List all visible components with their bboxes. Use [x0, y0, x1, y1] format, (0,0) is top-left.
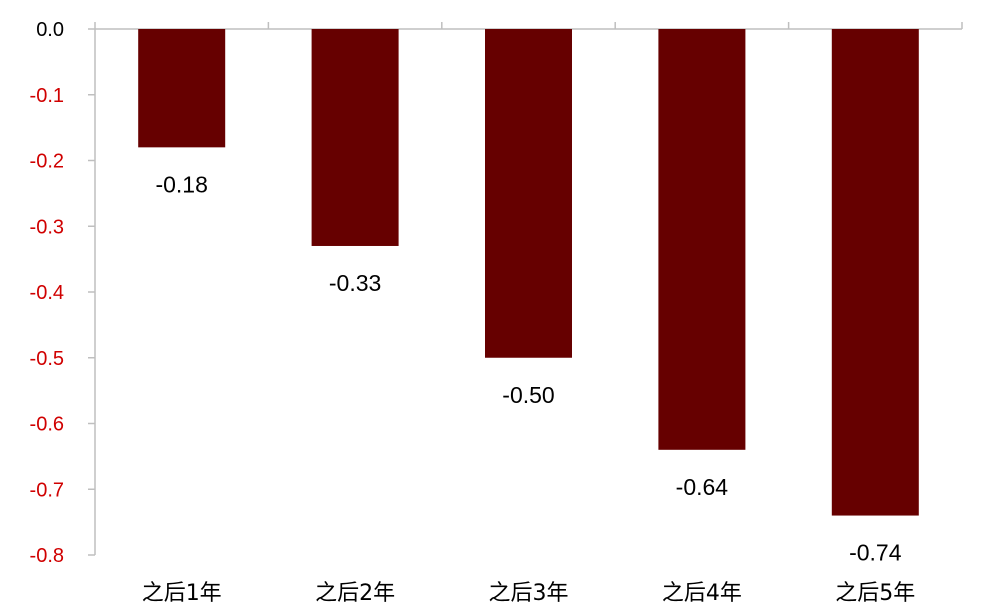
y-tick-label: -0.8: [30, 545, 64, 567]
bar: [831, 29, 919, 516]
x-category-label: 之后4年: [662, 581, 742, 606]
y-tick-label: -0.6: [30, 414, 64, 436]
y-tick-label: -0.2: [30, 151, 64, 173]
bar: [485, 29, 572, 358]
bar: [138, 29, 226, 148]
x-category-label: 之后5年: [835, 581, 915, 606]
y-axis-ticks: 0.0 -0.1 -0.2 -0.3 -0.4 -0.5 -0.6 -0.7 -0.8: [30, 19, 95, 567]
bars: [138, 29, 919, 516]
x-category-label: 之后2年: [315, 581, 395, 606]
data-label: -0.33: [329, 270, 381, 296]
data-label: -0.50: [502, 382, 554, 408]
data-label: -0.74: [849, 540, 902, 566]
bar: [658, 29, 746, 450]
data-labels: -0.18 -0.33 -0.50 -0.64 -0.74: [155, 171, 901, 565]
x-category-label: 之后1年: [142, 581, 222, 606]
y-tick-label: 0.0: [36, 19, 64, 41]
y-tick-label: -0.5: [30, 348, 64, 370]
bar: [311, 29, 399, 246]
y-tick-label: -0.7: [30, 479, 64, 501]
data-label: -0.18: [155, 171, 207, 197]
x-category-label: 之后3年: [489, 581, 569, 606]
y-tick-label: -0.1: [30, 85, 64, 107]
y-tick-label: -0.3: [30, 216, 64, 238]
data-label: -0.64: [676, 474, 729, 500]
y-tick-label: -0.4: [30, 282, 64, 304]
x-axis-labels: 之后1年 之后2年 之后3年 之后4年 之后5年: [142, 581, 916, 606]
